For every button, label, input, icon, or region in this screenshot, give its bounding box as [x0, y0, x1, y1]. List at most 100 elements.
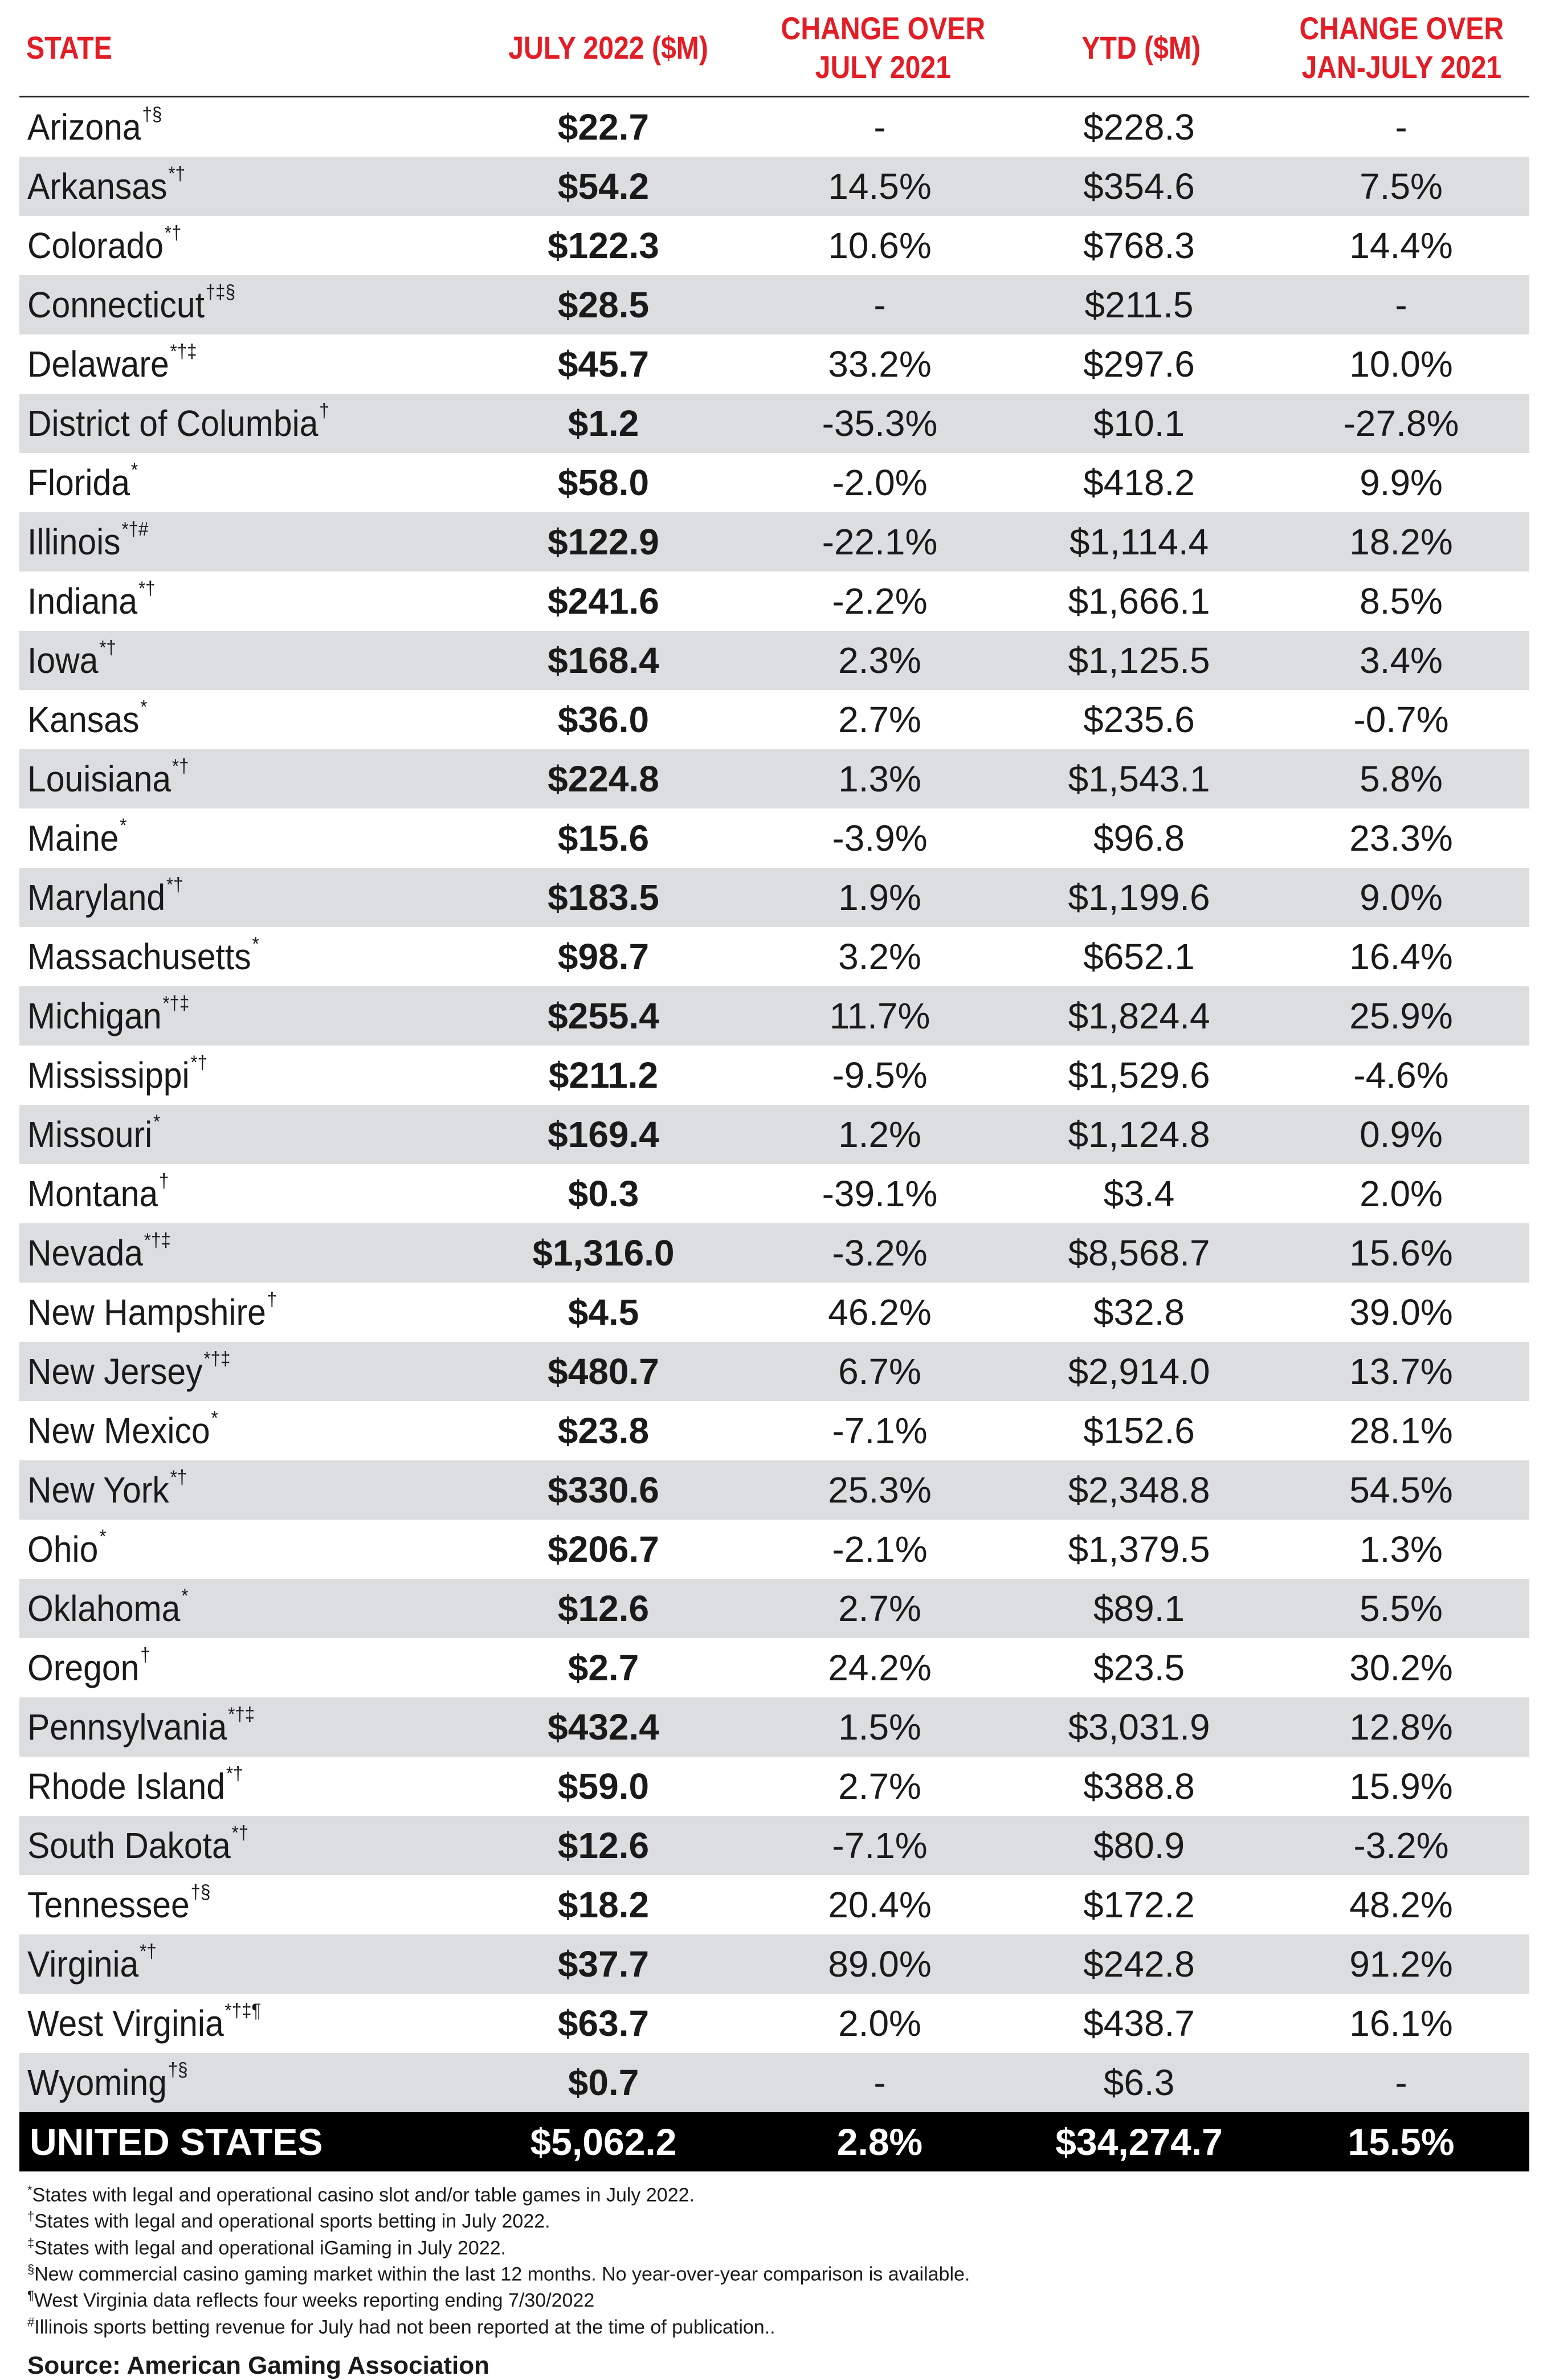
july-value-cell: $28.5 [557, 284, 650, 325]
footnote-marks: † [267, 1289, 277, 1311]
table-row: New York*† $330.6 25.3% $2,348.8 54.5% [19, 1460, 1529, 1520]
ytd-change-cell: 23.3% [1349, 818, 1453, 859]
july-value-cell: $18.2 [557, 1884, 650, 1925]
state-cell: Oregon† [19, 1644, 452, 1689]
july-value-cell: $206.7 [548, 1529, 659, 1570]
july-value-cell: $241.6 [548, 581, 659, 622]
ytd-change-cell: -0.7% [1353, 699, 1449, 740]
footnote-marks: † [158, 1170, 169, 1192]
ytd-cell: $152.6 [1083, 1410, 1195, 1451]
state-name: Illinois [27, 521, 121, 562]
table-row: New Jersey*†‡ $480.7 6.7% $2,914.0 13.7% [19, 1342, 1529, 1401]
footnote: *States with legal and operational casin… [27, 2179, 1529, 2206]
state-cell: Florida* [19, 459, 452, 504]
ytd-change-cell: 13.7% [1349, 1351, 1453, 1392]
july-value-cell: $58.0 [557, 462, 650, 503]
table-row: Maryland*† $183.5 1.9% $1,199.6 9.0% [19, 868, 1529, 927]
table-row: Arizona†§ $22.7 - $228.3 - [19, 97, 1529, 157]
ytd-cell: $80.9 [1093, 1825, 1185, 1866]
table-row: Michigan*†‡ $255.4 11.7% $1,824.4 25.9% [19, 986, 1529, 1046]
state-cell: Colorado*† [19, 222, 452, 267]
ytd-cell: $1,666.1 [1068, 581, 1210, 622]
footnote-marks: *† [166, 874, 183, 896]
july-value-cell: $1,316.0 [532, 1232, 675, 1273]
ytd-cell: $211.5 [1084, 284, 1194, 325]
footnote: ‡States with legal and operational iGami… [27, 2232, 1529, 2259]
header-change-july: CHANGE OVER JULY 2021 [781, 10, 986, 85]
table-row: District of Columbia† $1.2 -35.3% $10.1 -27.… [19, 394, 1529, 453]
state-cell: New York*† [19, 1467, 452, 1511]
july-value-cell: $122.9 [548, 521, 659, 562]
ytd-cell: $89.1 [1093, 1588, 1185, 1629]
state-cell: Maryland*† [19, 874, 452, 918]
change-cell: -7.1% [832, 1825, 928, 1866]
state-cell: Nevada*†‡ [19, 1230, 452, 1274]
footnote-text: States with legal and operational iGamin… [34, 2236, 507, 2259]
ytd-change-cell: 9.9% [1360, 462, 1443, 503]
state-cell: Arkansas*† [19, 163, 452, 207]
july-value-cell: $169.4 [548, 1114, 659, 1155]
ytd-cell: $1,125.5 [1068, 640, 1210, 681]
ytd-change-cell: 12.8% [1349, 1707, 1453, 1748]
change-cell: 2.7% [838, 699, 921, 740]
ytd-cell: $242.8 [1083, 1944, 1195, 1985]
footnote-marks: *†‡ [162, 993, 190, 1014]
footnote-marks: † [140, 1644, 150, 1666]
state-cell: Arizona†§ [19, 104, 452, 148]
total-row: UNITED STATES $5,062.2 2.8% $34,274.7 15… [19, 2112, 1529, 2171]
july-value-cell: $0.3 [568, 1173, 639, 1214]
ytd-cell: $23.5 [1093, 1647, 1185, 1688]
change-cell: -9.5% [832, 1055, 928, 1096]
state-name: Delaware [27, 344, 169, 385]
july-value-cell: $54.2 [557, 166, 650, 207]
change-cell: 20.4% [828, 1884, 932, 1925]
ytd-change-cell: 91.2% [1349, 1944, 1453, 1985]
table-body: Arizona†§ $22.7- $228.3- Arkansas*† $54.2 14.… [19, 97, 1529, 2112]
ytd-change-cell: 5.8% [1360, 758, 1443, 799]
state-cell: Wyoming†§ [19, 2059, 452, 2104]
ytd-cell: $1,529.6 [1068, 1055, 1210, 1096]
change-cell: 10.6% [828, 225, 932, 266]
footnote-marks: * [211, 1407, 218, 1429]
ytd-cell: $1,199.6 [1068, 877, 1210, 918]
table-header: STATE JULY 2022 ($M) CHANGE OVER JULY 20… [19, 0, 1529, 97]
state-cell: Delaware*†‡ [19, 341, 452, 385]
footnote-marks: *† [168, 163, 185, 185]
table-row: South Dakota*† $12.6 -7.1% $80.9 -3.2% [19, 1816, 1529, 1875]
state-cell: New Hampshire† [19, 1289, 452, 1333]
change-cell: -3.9% [832, 818, 928, 859]
table-row: Montana† $0.3 -39.1% $3.4 2.0% [19, 1164, 1529, 1223]
change-cell: 46.2% [828, 1292, 932, 1333]
footnote-marks: *†‡ [144, 1230, 171, 1251]
state-name: Kansas [27, 699, 140, 740]
ytd-change-cell: -4.6% [1353, 1055, 1449, 1096]
state-cell: Pennsylvania*†‡ [19, 1704, 452, 1748]
state-cell: Montana† [19, 1170, 452, 1215]
state-cell: Connecticut†‡§ [19, 281, 452, 326]
table-row: West Virginia*†‡¶ $63.7 2.0% $438.7 16.1% [19, 1994, 1529, 2053]
total-ytd: $34,274.7 [1055, 2121, 1223, 2163]
footnote-marks: *†‡¶ [224, 2000, 262, 2022]
change-cell: 24.2% [828, 1647, 932, 1688]
ytd-change-cell: 16.4% [1349, 936, 1453, 977]
ytd-cell: $1,543.1 [1068, 758, 1210, 799]
state-cell: Oklahoma* [19, 1585, 452, 1630]
july-value-cell: $330.6 [548, 1469, 659, 1511]
table-row: Virginia*† $37.7 89.0% $242.8 91.2% [19, 1934, 1529, 1994]
ytd-cell: $418.2 [1083, 462, 1195, 503]
state-cell: Illinois*†# [19, 519, 452, 563]
ytd-cell: $96.8 [1093, 818, 1185, 859]
state-name: Indiana [27, 581, 138, 622]
ytd-change-cell: 15.9% [1349, 1766, 1453, 1807]
state-name: West Virginia [27, 2003, 224, 2044]
table-row: Colorado*† $122.3 10.6% $768.3 14.4% [19, 216, 1529, 275]
footnote-marks: * [120, 815, 127, 836]
state-name: Mississippi [27, 1055, 190, 1096]
state-cell: Tennessee†§ [19, 1881, 452, 1926]
state-cell: Michigan*†‡ [19, 993, 452, 1037]
state-name: Tennessee [27, 1884, 190, 1925]
table-row: Ohio* $206.7 -2.1% $1,379.5 1.3% [19, 1520, 1529, 1579]
state-cell: District of Columbia† [19, 400, 452, 444]
ytd-change-cell: 15.6% [1349, 1232, 1453, 1273]
total-label: UNITED STATES [30, 2121, 323, 2163]
